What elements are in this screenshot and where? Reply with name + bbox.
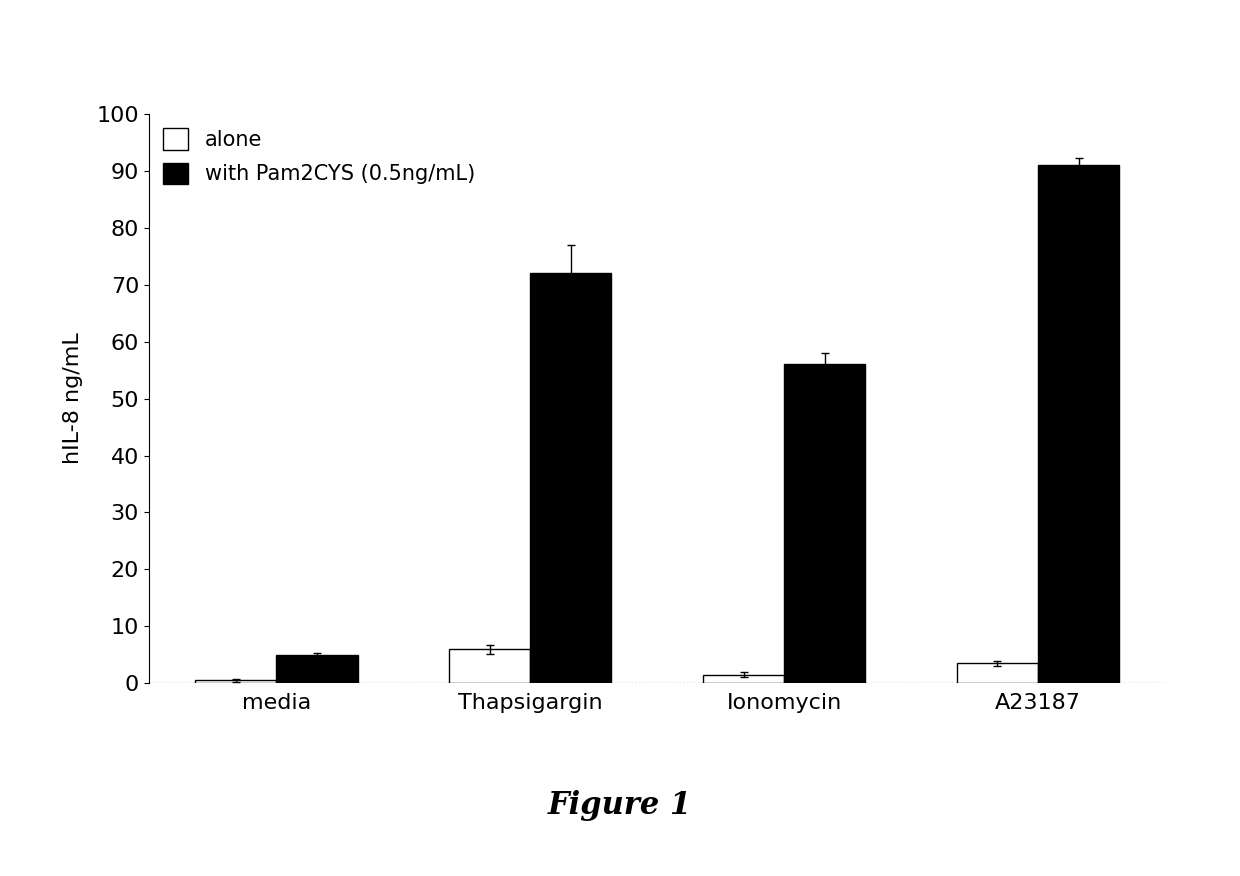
Bar (277, 655, 357, 683)
Bar (1038, 165, 1120, 683)
Bar (449, 649, 531, 683)
Bar (784, 364, 866, 683)
Legend: alone, with Pam2CYS (0.5ng/mL): alone, with Pam2CYS (0.5ng/mL) (155, 120, 484, 193)
Text: Figure 1: Figure 1 (548, 790, 692, 822)
Bar (957, 663, 1038, 683)
Bar (531, 273, 611, 683)
Bar (703, 675, 784, 683)
Bar (195, 681, 277, 683)
Y-axis label: hIL-8 ng/mL: hIL-8 ng/mL (62, 333, 83, 464)
